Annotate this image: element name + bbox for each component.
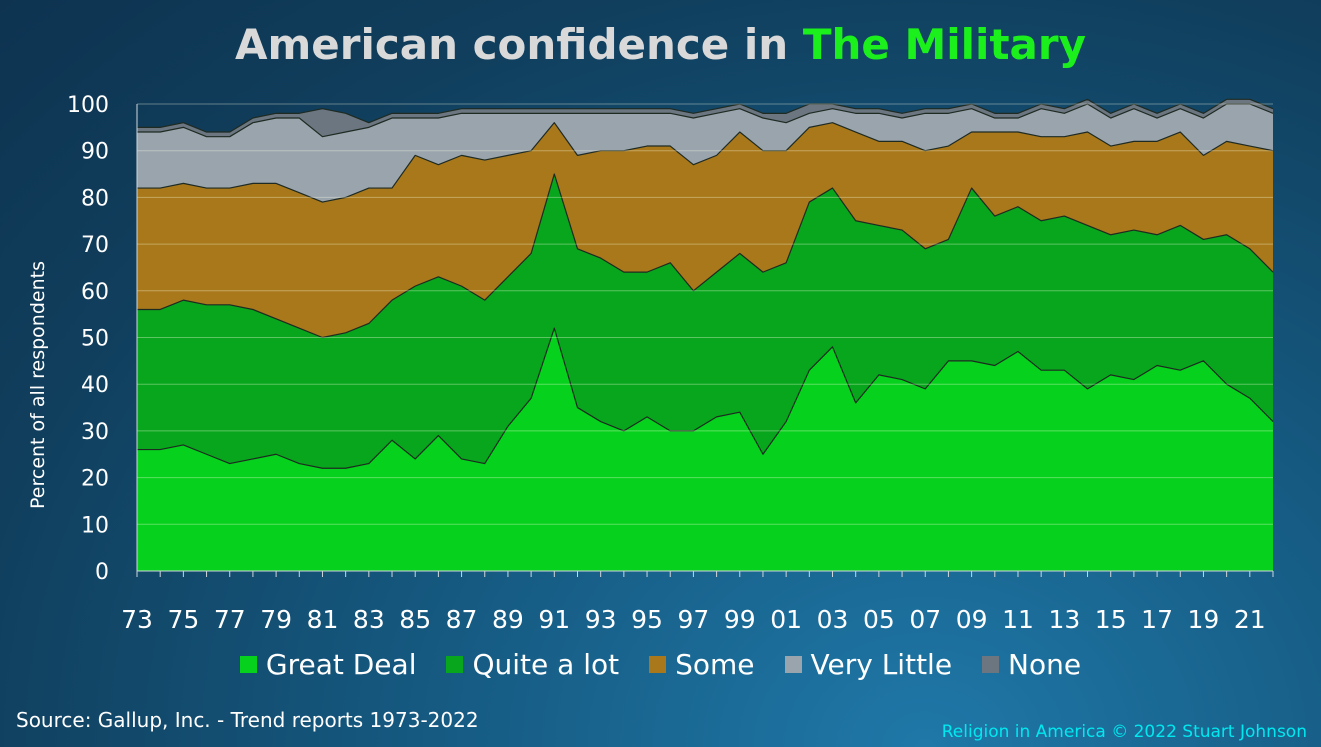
series-areas xyxy=(137,98,1274,571)
y-tick-label: 30 xyxy=(81,420,109,445)
legend-label: Very Little xyxy=(810,648,953,681)
legend-swatch xyxy=(982,656,1000,673)
x-tick-label: 81 xyxy=(307,605,339,634)
x-tick-label: 83 xyxy=(353,605,385,634)
y-tick-label: 20 xyxy=(81,467,109,492)
y-tick-label: 10 xyxy=(81,513,109,538)
x-tick-label: 97 xyxy=(678,605,710,634)
line-quite-a-lot xyxy=(137,173,1274,339)
legend-label: Great Deal xyxy=(265,648,417,681)
x-tick-label: 73 xyxy=(121,605,153,634)
chart-title-highlight: The Military xyxy=(802,20,1086,69)
credit-note: Religion in America © 2022 Stuart Johnso… xyxy=(941,722,1307,742)
x-tick-label: 01 xyxy=(770,605,802,634)
legend-item-great-deal: Great Deal xyxy=(239,648,417,681)
legend-swatch xyxy=(649,656,667,673)
legend-item-quite-a-lot: Quite a lot xyxy=(446,648,619,681)
x-tick-label: 93 xyxy=(585,605,617,634)
y-tick-label: 80 xyxy=(81,186,109,211)
legend-item-none: None xyxy=(982,648,1081,681)
source-note: Source: Gallup, Inc. - Trend reports 197… xyxy=(16,708,479,732)
x-tick-label: 09 xyxy=(956,605,988,634)
x-tick-label: 99 xyxy=(724,605,756,634)
legend-label: Some xyxy=(675,648,755,681)
x-tick-label: 17 xyxy=(1141,605,1173,634)
legend-swatch xyxy=(239,656,257,673)
x-tick-label: 87 xyxy=(446,605,478,634)
x-tick-label: 13 xyxy=(1048,605,1080,634)
legend-swatch xyxy=(784,656,802,673)
x-tick-label: 11 xyxy=(1002,605,1034,634)
area-great-deal xyxy=(137,328,1273,571)
y-tick-label: 0 xyxy=(95,560,109,585)
y-axis-title: Percent of all respondents xyxy=(27,261,49,509)
y-tick-label: 60 xyxy=(81,280,109,305)
x-tick-label: 03 xyxy=(817,605,849,634)
legend-item-some: Some xyxy=(649,648,755,681)
y-tick-label: 70 xyxy=(81,233,109,258)
x-tick-label: 85 xyxy=(399,605,431,634)
line-none xyxy=(137,98,1274,133)
x-tick-label: 79 xyxy=(260,605,292,634)
x-tick-label: 95 xyxy=(631,605,663,634)
y-tick-label: 40 xyxy=(81,373,109,398)
area-quite-a-lot xyxy=(137,174,1273,469)
area-very-little xyxy=(137,104,1273,203)
line-some xyxy=(137,122,1274,203)
line-great-deal xyxy=(137,327,1274,469)
legend-item-very-little: Very Little xyxy=(784,648,953,681)
y-tick-label: 100 xyxy=(67,93,109,118)
y-tick-label: 50 xyxy=(81,327,109,352)
chart-title: American confidence in The Military xyxy=(0,20,1321,69)
x-tick-label: 77 xyxy=(214,605,246,634)
y-tick-label: 90 xyxy=(81,140,109,165)
x-tick-label: 19 xyxy=(1188,605,1220,634)
x-tick-label: 21 xyxy=(1234,605,1266,634)
x-tick-label: 91 xyxy=(538,605,570,634)
chart-title-prefix: American confidence in xyxy=(235,20,803,69)
line-very-little xyxy=(137,103,1274,138)
legend-swatch xyxy=(446,656,464,673)
area-some xyxy=(137,122,1273,338)
x-tick-label: 15 xyxy=(1095,605,1127,634)
x-tick-label: 07 xyxy=(909,605,941,634)
x-tick-label: 89 xyxy=(492,605,524,634)
legend-label: Quite a lot xyxy=(472,648,620,681)
legend-label: None xyxy=(1008,648,1082,681)
x-tick-label: 05 xyxy=(863,605,895,634)
legend: Great Deal Quite a lot Some Very Little None xyxy=(0,648,1321,681)
x-tick-label: 75 xyxy=(167,605,199,634)
